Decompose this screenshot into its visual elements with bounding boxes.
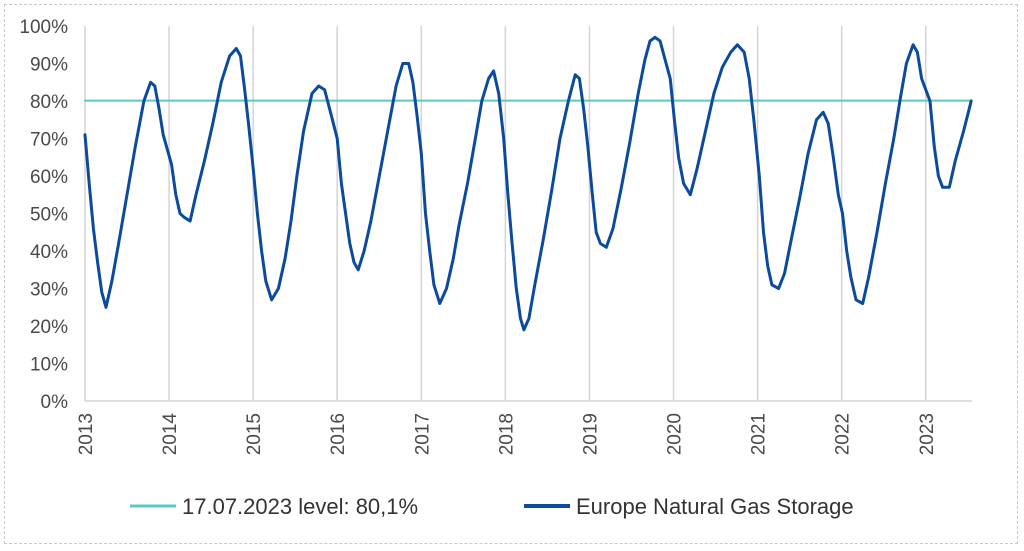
y-tick-label: 90% (30, 55, 68, 76)
x-tick-label: 2013 (76, 413, 97, 455)
y-tick-label: 0% (41, 392, 69, 413)
legend-label-level: 17.07.2023 level: 80,1% (182, 494, 418, 519)
x-tick-label: 2023 (917, 413, 938, 455)
vertical-gridlines (84, 26, 927, 401)
x-tick-label: 2018 (496, 413, 517, 455)
y-tick-label: 40% (30, 242, 68, 263)
y-tick-label: 20% (30, 317, 68, 338)
chart-frame (4, 4, 1018, 544)
x-tick-label: 2020 (665, 413, 686, 455)
y-axis-tick-labels: 0% 10% 20% 30% 40% 50% 60% 70% 80% 90% 100% (19, 17, 68, 413)
x-tick-label: 2016 (328, 413, 349, 455)
y-tick-label: 80% (30, 92, 68, 113)
legend: 17.07.2023 level: 80,1% Europe Natural G… (130, 494, 854, 519)
legend-label-storage: Europe Natural Gas Storage (576, 494, 854, 519)
y-tick-label: 10% (30, 355, 68, 376)
x-tick-label: 2021 (749, 413, 770, 455)
y-tick-label: 70% (30, 130, 68, 151)
y-tick-label: 60% (30, 167, 68, 188)
x-tick-label: 2019 (580, 413, 601, 455)
gas-storage-line (83, 35, 973, 332)
x-tick-label: 2015 (244, 413, 265, 455)
x-axis-tick-labels: 2013 2014 2015 2016 2017 2018 2019 2020 2021 2022… (76, 413, 938, 456)
x-tick-label: 2022 (833, 413, 854, 455)
y-tick-label: 50% (30, 205, 68, 226)
y-tick-label: 30% (30, 280, 68, 301)
series-lines (83, 35, 973, 332)
x-tick-label: 2017 (412, 413, 433, 455)
x-tick-label: 2014 (160, 413, 181, 456)
y-tick-label: 100% (19, 17, 68, 38)
